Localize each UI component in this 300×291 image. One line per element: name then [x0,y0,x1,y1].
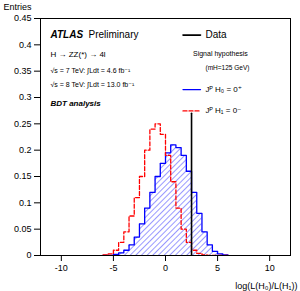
svg-text:Jᴾ H₀ = 0⁺: Jᴾ H₀ = 0⁺ [206,85,242,94]
svg-text:Jᴾ H₁ = 0⁻: Jᴾ H₁ = 0⁻ [206,106,242,115]
svg-text:0.45: 0.45 [14,13,32,23]
svg-text:0.35: 0.35 [14,66,32,76]
svg-text:10: 10 [265,263,275,273]
svg-text:5: 5 [215,263,220,273]
svg-text:0: 0 [26,250,31,260]
svg-text:√s = 8 TeV: ∫Ldt = 13.0 fb⁻¹: √s = 8 TeV: ∫Ldt = 13.0 fb⁻¹ [51,81,135,89]
svg-text:0.3: 0.3 [19,92,32,102]
svg-text:Entries: Entries [4,2,33,12]
svg-text:√s = 7 TeV: ∫Ldt = 4.6 fb⁻¹: √s = 7 TeV: ∫Ldt = 4.6 fb⁻¹ [51,67,132,75]
svg-text:BDT analysis: BDT analysis [51,99,102,108]
svg-text:(mH=125 GeV): (mH=125 GeV) [206,64,250,72]
svg-text:0: 0 [163,263,168,273]
svg-text:-5: -5 [109,263,117,273]
svg-text:Data: Data [206,29,228,40]
svg-text:-10: -10 [55,263,68,273]
svg-text:Signal hypothesis: Signal hypothesis [193,50,248,58]
svg-text:0.05: 0.05 [14,224,32,234]
svg-text:0.2: 0.2 [19,145,32,155]
svg-text:0.1: 0.1 [19,198,32,208]
svg-text:Preliminary: Preliminary [89,29,139,40]
svg-text:log(L(H₀)/L(H₁)): log(L(H₀)/L(H₁)) [235,281,297,291]
svg-text:0.4: 0.4 [19,40,32,50]
svg-text:ATLAS: ATLAS [50,29,84,40]
svg-text:H → ZZ(*) → 4l: H → ZZ(*) → 4l [51,50,106,59]
svg-text:0.25: 0.25 [14,119,32,129]
svg-text:0.15: 0.15 [14,171,32,181]
